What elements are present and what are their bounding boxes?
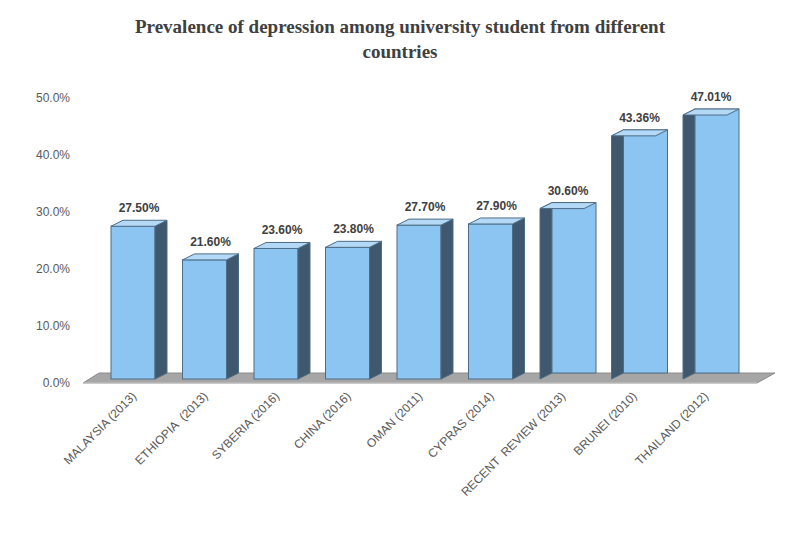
bar bbox=[469, 218, 525, 379]
bar-top bbox=[326, 241, 382, 247]
x-tick-label: RECENT REVIEW (2013) bbox=[458, 389, 568, 499]
bar bbox=[397, 219, 453, 379]
y-tick-label: 40.0% bbox=[36, 148, 70, 162]
bar-top bbox=[254, 242, 310, 248]
y-tick-label: 10.0% bbox=[36, 319, 70, 333]
bar-top bbox=[397, 219, 453, 225]
bar bbox=[183, 254, 239, 379]
x-tick-label: ETHIOPIA (2013) bbox=[132, 389, 210, 467]
bar bbox=[540, 203, 596, 379]
bar-front bbox=[469, 224, 513, 379]
data-label: 21.60% bbox=[190, 235, 231, 249]
bar-side bbox=[370, 241, 382, 379]
x-tick-label: MALAYSIA (2013) bbox=[61, 389, 139, 467]
bar-side bbox=[612, 130, 624, 379]
x-tick-label: OMAN (2011) bbox=[364, 389, 426, 451]
bar-front bbox=[326, 247, 370, 379]
data-label: 23.80% bbox=[333, 222, 374, 236]
bar-front bbox=[552, 203, 596, 373]
chart-svg: 0.0% 10.0% 20.0% 30.0% 40.0% 50.0% 27.50% 21.60… bbox=[0, 0, 800, 550]
bar-side bbox=[683, 109, 695, 379]
bar-top bbox=[683, 109, 739, 115]
data-label: 27.90% bbox=[476, 199, 517, 213]
bar bbox=[683, 109, 739, 379]
bar-top bbox=[469, 218, 525, 224]
x-tick-label: CYPRAS (2014) bbox=[425, 389, 497, 461]
bar bbox=[326, 241, 382, 379]
bar-front bbox=[397, 225, 441, 379]
data-label: 27.70% bbox=[405, 200, 446, 214]
bar-top bbox=[111, 220, 167, 226]
y-tick-label: 0.0% bbox=[43, 376, 71, 390]
bar-front bbox=[695, 109, 739, 373]
x-tick-label: THAILAND (2012) bbox=[632, 389, 711, 468]
y-tick-label: 50.0% bbox=[36, 91, 70, 105]
bar-front bbox=[624, 130, 668, 373]
data-label: 23.60% bbox=[262, 223, 303, 237]
bar-top bbox=[183, 254, 239, 260]
bar-side bbox=[540, 203, 552, 379]
bar-side bbox=[441, 219, 453, 379]
x-tick-label: CHINA (2016) bbox=[291, 389, 354, 452]
y-tick-label: 20.0% bbox=[36, 262, 70, 276]
bar-top bbox=[612, 130, 668, 136]
bars bbox=[111, 109, 739, 379]
floor-edge bbox=[83, 383, 757, 384]
bar-side bbox=[298, 242, 310, 379]
bar-front bbox=[183, 260, 227, 379]
bar bbox=[612, 130, 668, 379]
bar-side bbox=[155, 220, 167, 379]
data-label: 47.01% bbox=[691, 90, 732, 104]
bar-side bbox=[227, 254, 239, 379]
chart-title: Prevalence of depression among universit… bbox=[130, 14, 670, 64]
x-tick-label: BRUNEI (2010) bbox=[571, 389, 640, 458]
x-tick-label: SYBERIA (2016) bbox=[209, 389, 282, 462]
bar bbox=[254, 242, 310, 379]
bar-front bbox=[254, 248, 298, 379]
data-label: 43.36% bbox=[619, 111, 660, 125]
data-label: 27.50% bbox=[119, 201, 160, 215]
chart-container: Prevalence of depression among universit… bbox=[0, 0, 800, 550]
y-tick-label: 30.0% bbox=[36, 205, 70, 219]
bar-top bbox=[540, 203, 596, 209]
bar-front bbox=[111, 226, 155, 379]
bar-side bbox=[513, 218, 525, 379]
data-label: 30.60% bbox=[548, 184, 589, 198]
bar bbox=[111, 220, 167, 379]
